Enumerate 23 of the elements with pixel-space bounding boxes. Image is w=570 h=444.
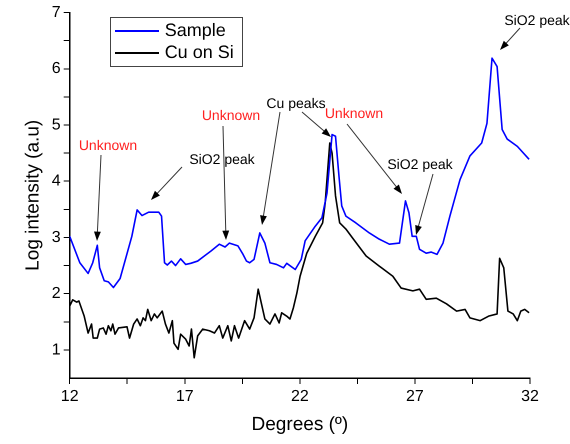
annotation: SiO2 peak <box>387 156 453 172</box>
legend-label: Cu on Si <box>164 42 234 64</box>
y-axis-title: Log intensity (a.u) <box>22 120 44 271</box>
annotation: SiO2 peak <box>189 151 255 167</box>
y-tick-label: 7 <box>52 4 61 22</box>
y-tick-label: 4 <box>52 172 61 190</box>
x-tick-label: 12 <box>60 388 79 406</box>
x-tick-label: 32 <box>521 388 539 406</box>
y-tick-label: 2 <box>52 285 61 302</box>
annotation: Unknown <box>324 105 384 121</box>
y-tick-label: 5 <box>52 116 61 134</box>
annotation: SiO2 peak <box>504 12 570 28</box>
annotation: Unknown <box>202 107 260 123</box>
x-tick-label: 27 <box>406 388 424 406</box>
annotation: Cu peaks <box>266 95 326 111</box>
y-tick-label: 6 <box>52 60 61 78</box>
legend-label: Sample <box>164 20 226 42</box>
y-tick-label: 3 <box>52 228 61 246</box>
x-axis-title: Degrees (º) <box>252 414 348 435</box>
x-tick-label: 17 <box>176 388 194 406</box>
annotation: Unknown <box>78 137 138 153</box>
x-tick-label: 22 <box>290 388 309 406</box>
y-tick-label: 1 <box>52 341 61 358</box>
